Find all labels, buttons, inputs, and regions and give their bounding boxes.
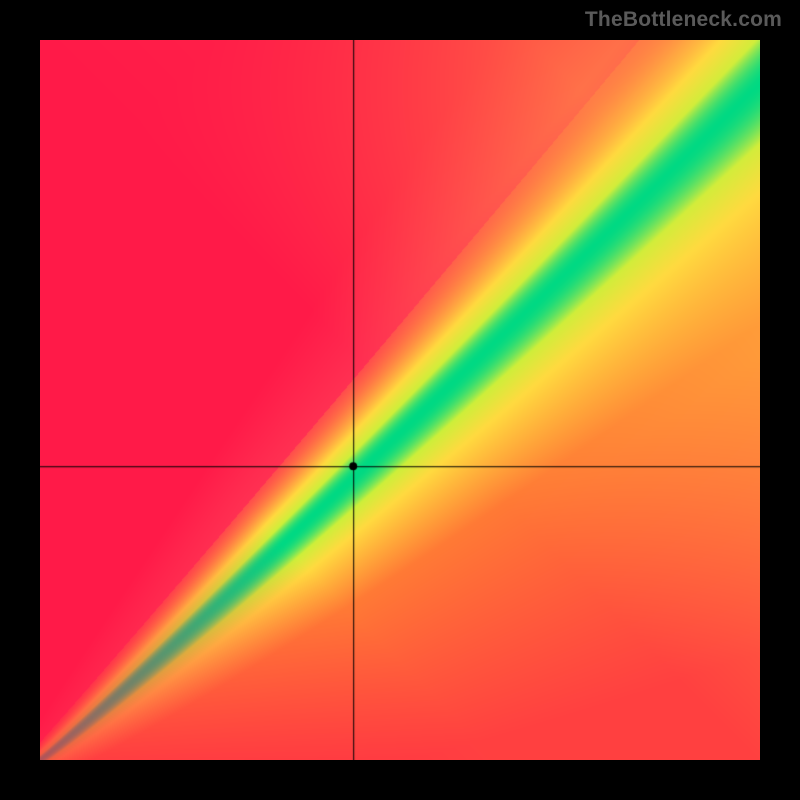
watermark-text: TheBottleneck.com bbox=[585, 8, 782, 32]
heatmap-canvas bbox=[40, 40, 760, 760]
bottleneck-heatmap-chart: TheBottleneck.com bbox=[0, 0, 800, 800]
plot-area bbox=[40, 40, 760, 760]
